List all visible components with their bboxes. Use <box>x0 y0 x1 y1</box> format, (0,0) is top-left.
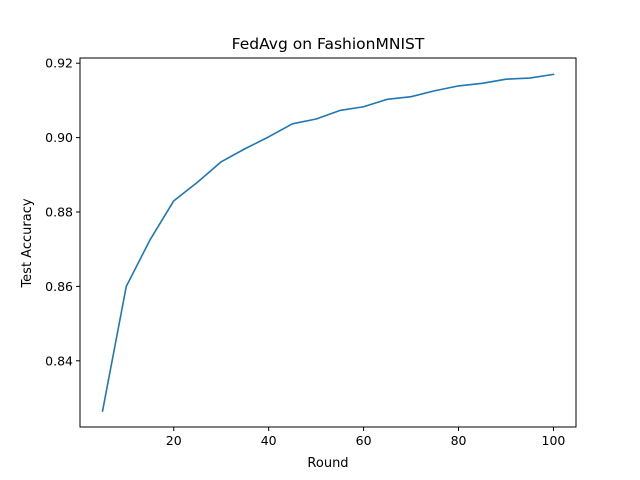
y-tick-label: 0.90 <box>45 130 73 145</box>
x-tick-label: 60 <box>356 433 372 448</box>
y-tick-label: 0.92 <box>45 56 73 71</box>
y-tick-label: 0.86 <box>45 279 73 294</box>
x-tick-label: 100 <box>542 433 566 448</box>
x-tick-label: 80 <box>451 433 467 448</box>
y-axis-ticks: 0.84 0.86 0.88 0.90 0.92 <box>45 56 80 368</box>
y-tick-label: 0.88 <box>45 204 73 219</box>
x-tick-label: 40 <box>261 433 277 448</box>
axes-frame <box>79 57 577 428</box>
chart-title: FedAvg on FashionMNIST <box>232 35 425 53</box>
x-tick-label: 20 <box>166 433 182 448</box>
x-axis-label: Round <box>307 456 348 471</box>
y-tick-label: 0.84 <box>45 353 73 368</box>
y-axis-label: Test Accuracy <box>20 198 35 288</box>
series-line <box>101 73 555 412</box>
plot-area <box>79 57 577 428</box>
x-axis-ticks: 20 40 60 80 100 <box>166 427 566 448</box>
